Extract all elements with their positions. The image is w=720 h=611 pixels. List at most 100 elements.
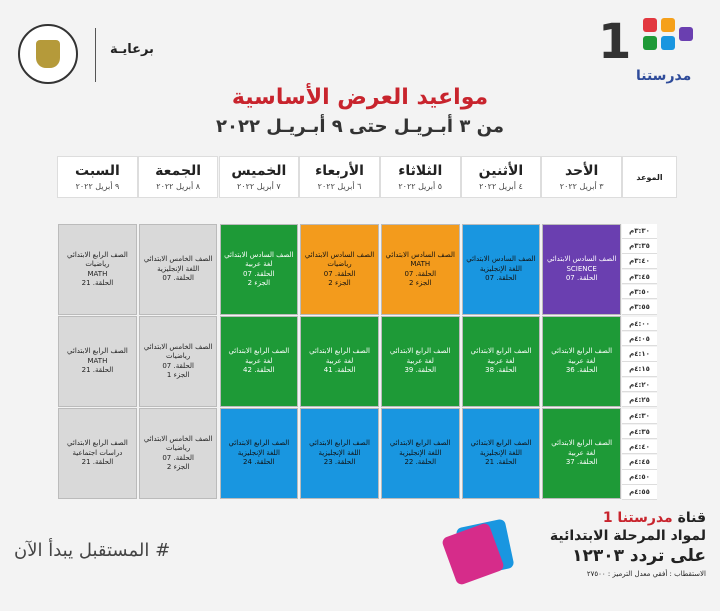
program-line: الحلقة. 38: [485, 366, 517, 375]
program-cell: الصف السادس الابتدائي اللغة الإنجليزية الح…: [461, 224, 541, 315]
day-name: الأربعاء: [315, 163, 364, 179]
program-line: الصف السادس الابتدائي: [466, 255, 536, 264]
day-date: ٧ أبريل ٢٠٢٢: [236, 182, 281, 191]
program-line: الصف السادس الابتدائي: [546, 255, 617, 264]
books-icon: [440, 515, 530, 595]
sponsor-label: برعايـة: [110, 42, 154, 57]
logo-text: مدرستنا: [636, 68, 692, 84]
program-line: الحلقة. 42: [243, 366, 275, 375]
channel-description: لمواد المرحلة الابتدائية: [549, 528, 706, 544]
program-line: لغة عربية: [245, 260, 273, 269]
channel-name: مدرستنا 1: [602, 510, 673, 526]
program-line: لغة عربية: [487, 356, 515, 365]
program-line: الصف الرابع الابتدائي: [470, 439, 532, 448]
program-line: الجزء 2: [247, 278, 271, 287]
program-cell: الصف السادس الابتدائي لغة عربية الحلقة. 07…: [219, 224, 299, 315]
program-line: الصف الخامس الابتدائي: [143, 434, 213, 443]
program-line: لغة عربية: [567, 448, 596, 457]
day-name: الخميس: [231, 163, 287, 179]
page-title: مواعيد العرض الأساسية: [231, 85, 489, 110]
program-line: الحلقة. 07: [162, 274, 194, 283]
program-line: الجزء 2: [328, 278, 351, 287]
program-line: الحلقة. 39: [404, 366, 437, 375]
program-line: MATH: [410, 260, 431, 269]
day-date: ٩ أبريل ٢٠٢٢: [75, 182, 120, 191]
time-slot: ٤:٢٥م: [622, 392, 657, 408]
time-slot: ٣:٣٥م: [622, 239, 657, 254]
day-name: الأحد: [564, 163, 599, 179]
time-slot: ٤:٢٠م: [622, 377, 657, 392]
program-line: الحلقة. 21: [81, 366, 114, 375]
channel-prefix: قناة: [672, 510, 706, 526]
program-line: الصف الخامس الابتدائي: [143, 342, 213, 351]
time-slot: ٤:٤٥م: [622, 455, 657, 470]
madrasetna-logo: 1 مدرستنا: [598, 12, 708, 92]
program-cell: الصف السادس الابتدائي SCIENCE الحلقة. 07: [542, 224, 621, 315]
day-date: ٦ أبريل ٢٠٢٢: [317, 182, 362, 191]
program-line: الصف الرابع الابتدائي: [551, 347, 613, 356]
slogan: # المستقبل يبدأ الآن: [14, 540, 171, 561]
day-header-6: الجمعة ٨ أبريل ٢٠٢٢: [137, 156, 219, 198]
program-line: لغة عربية: [325, 356, 354, 365]
day-date: ٤ أبريل ٢٠٢٢: [479, 182, 523, 191]
program-line: الحلقة. 21: [485, 458, 517, 467]
program-line: الصف الرابع الابتدائي: [67, 347, 128, 356]
time-slot: ٣:٣٠م: [622, 224, 657, 239]
program-line: لغة عربية: [406, 356, 434, 365]
program-cell: الصف الرابع الابتدائي لغة عربية الحلقة. 42: [219, 316, 299, 407]
sponsor-block: برعايـة: [10, 20, 180, 90]
program-line: الصف الرابع الابتدائي: [309, 347, 370, 356]
program-line: اللغة الإنجليزية: [479, 448, 523, 457]
program-line: الصف الرابع الابتدائي: [389, 347, 451, 356]
program-line: لغة عربية: [567, 356, 596, 365]
program-line: الصف الرابع الابتدائي: [67, 439, 128, 448]
program-line: اللغة الإنجليزية: [399, 448, 442, 457]
program-line: الحلقة. 07: [162, 453, 194, 462]
program-cell: الصف الرابع الابتدائي رياضيات MATH الحلقة. …: [58, 224, 137, 315]
program-line: الحلقة. 07: [243, 269, 275, 278]
program-line: اللغة الإنجليزية: [318, 448, 361, 457]
time-slot: ٣:٤٥م: [622, 269, 657, 285]
program-line: الصف الرابع الابتدائي: [309, 439, 370, 448]
program-cell: الصف الرابع الابتدائي لغة عربية الحلقة. 36: [542, 316, 621, 407]
time-slot: ٤:٥٠م: [622, 470, 657, 485]
time-slot: ٤:٠٠م: [622, 316, 657, 332]
day-header-7: السبت ٩ أبريل ٢٠٢٢: [57, 156, 138, 198]
day-header-3: الثلاثاء ٥ أبريل ٢٠٢٢: [379, 156, 461, 198]
channel-info: قناة مدرستنا 1 لمواد المرحلة الابتدائية …: [526, 510, 706, 578]
program-line: اللغة الإنجليزية: [237, 448, 280, 457]
program-line: الصف الرابع الابتدائي: [389, 439, 451, 448]
program-line: رياضيات: [166, 352, 191, 361]
day-name: الجمعة: [155, 163, 202, 179]
day-name: الثلاثاء: [398, 163, 443, 179]
program-line: SCIENCE: [566, 264, 597, 273]
program-line: الحلقة. 24: [243, 458, 275, 467]
program-line: MATH: [87, 356, 108, 365]
page-subtitle: من ٣ أبـريـل حتى ٩ أبـريـل ٢٠٢٢: [216, 116, 504, 137]
header-divider: [95, 28, 96, 82]
time-slot: ٤:٣٥م: [622, 424, 657, 440]
program-line: الحلقة. 07: [404, 269, 437, 278]
program-line: الصف الرابع الابتدائي: [228, 439, 290, 448]
program-cell: الصف الخامس الابتدائي اللغة الإنجليزية الح…: [138, 224, 218, 315]
program-line: الصف الرابع الابتدائي: [551, 439, 613, 448]
day-date: ٥ أبريل ٢٠٢٢: [398, 182, 443, 191]
program-line: رياضيات: [327, 260, 352, 269]
program-line: الحلقة. 36: [565, 366, 598, 375]
channel-frequency: على تردد ١٢٣٠٣: [572, 546, 706, 566]
time-slot: ٤:٥٥م: [622, 485, 657, 500]
program-line: الصف الخامس الابتدائي: [143, 255, 213, 264]
channel-reception: الاستقطاب : أفقي معدل الترميز : ٢٧٥٠٠: [586, 570, 706, 578]
program-line: الحلقة. 21: [81, 458, 114, 467]
time-slot: ٣:٥٠م: [622, 284, 657, 300]
day-date: ٣ أبريل ٢٠٢٢: [559, 182, 604, 191]
program-cell: الصف الرابع الابتدائي اللغة الإنجليزية الح…: [461, 408, 541, 499]
program-line: الحلقة. 07: [323, 269, 356, 278]
logo-number: 1: [598, 14, 632, 70]
program-line: الصف الرابع الابتدائي: [67, 250, 128, 259]
time-slot: ٤:٠٥م: [622, 331, 657, 347]
program-line: اللغة الإنجليزية: [479, 264, 523, 273]
time-slot: ٤:٣٠م: [622, 409, 657, 424]
program-line: الجزء 2: [166, 462, 190, 471]
time-slot: ٤:١٠م: [622, 347, 657, 362]
